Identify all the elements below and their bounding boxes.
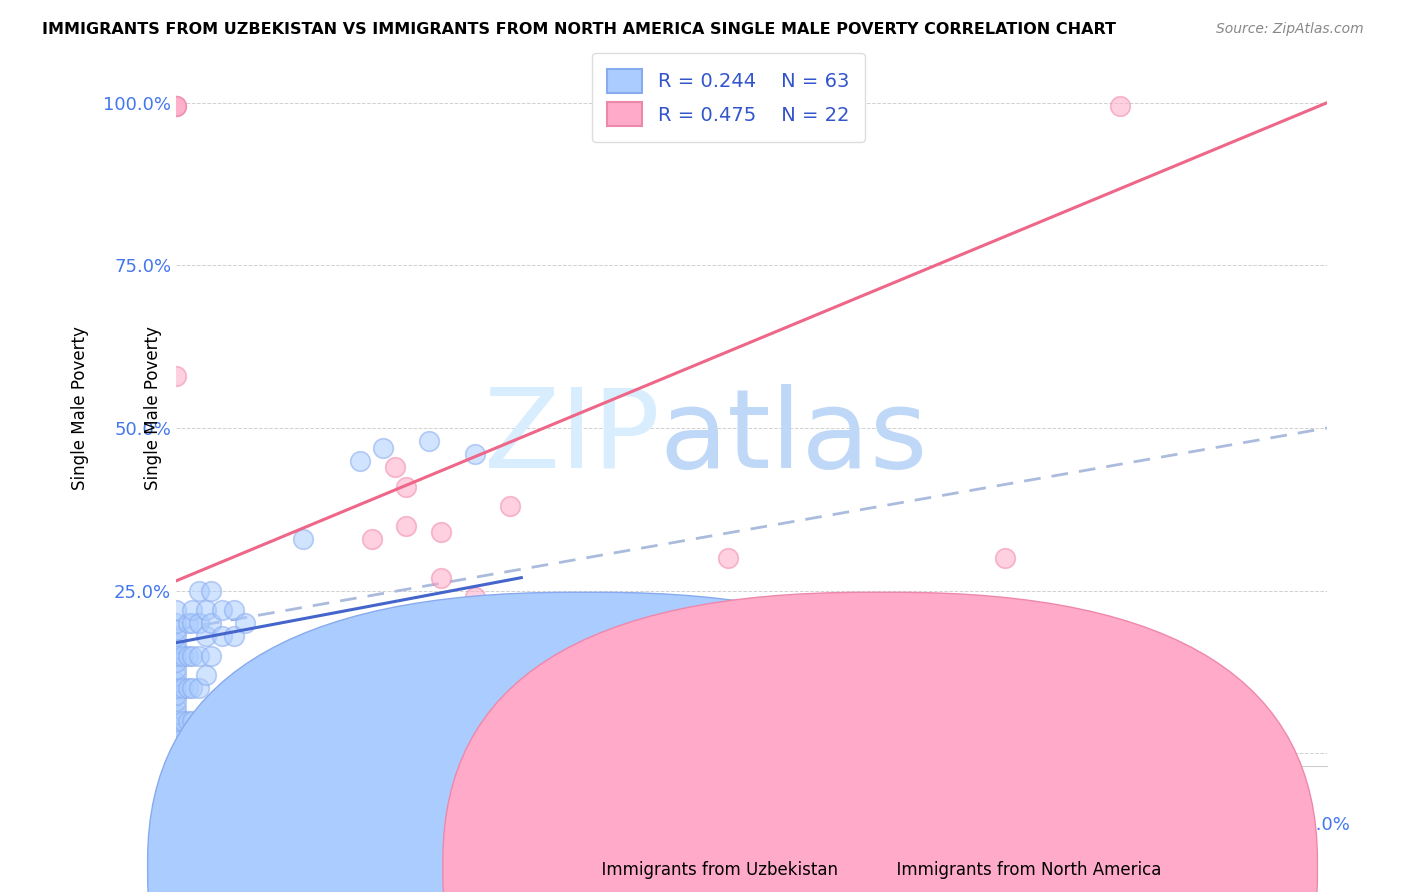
- Point: [172, 648, 194, 663]
- Point: [188, 648, 211, 663]
- Text: IMMIGRANTS FROM UZBEKISTAN VS IMMIGRANTS FROM NORTH AMERICA SINGLE MALE POVERTY : IMMIGRANTS FROM UZBEKISTAN VS IMMIGRANTS…: [42, 22, 1116, 37]
- Point: [418, 434, 440, 448]
- Point: [557, 603, 579, 617]
- Point: [172, 681, 194, 696]
- Text: Immigrants from North America: Immigrants from North America: [886, 861, 1161, 879]
- Point: [165, 747, 187, 761]
- Point: [429, 525, 451, 540]
- Point: [373, 441, 395, 455]
- Point: [165, 727, 187, 741]
- Point: [591, 648, 613, 663]
- Point: [165, 99, 187, 113]
- Point: [176, 681, 198, 696]
- Point: [165, 603, 187, 617]
- Point: [475, 636, 498, 650]
- Point: [165, 648, 187, 663]
- Point: [165, 747, 187, 761]
- Point: [165, 642, 187, 657]
- Point: [165, 668, 187, 682]
- Point: [165, 747, 187, 761]
- Point: [165, 720, 187, 734]
- Point: [200, 583, 222, 598]
- Point: [165, 623, 187, 637]
- Point: [165, 99, 187, 113]
- Point: [717, 551, 740, 566]
- Point: [194, 629, 217, 643]
- Point: [165, 747, 187, 761]
- Point: [200, 616, 222, 631]
- Point: [165, 616, 187, 631]
- Point: [165, 674, 187, 689]
- Point: [165, 747, 187, 761]
- Point: [165, 99, 187, 113]
- Point: [172, 714, 194, 728]
- Point: [626, 648, 648, 663]
- Point: [181, 714, 204, 728]
- Point: [165, 688, 187, 702]
- Y-axis label: Single Male Poverty: Single Male Poverty: [143, 326, 162, 491]
- Point: [176, 616, 198, 631]
- Point: [384, 460, 406, 475]
- Point: [429, 571, 451, 585]
- Point: [165, 636, 187, 650]
- Point: [222, 603, 245, 617]
- Point: [280, 714, 302, 728]
- Legend: R = 0.244    N = 63, R = 0.475    N = 22: R = 0.244 N = 63, R = 0.475 N = 22: [592, 54, 865, 142]
- Point: [165, 747, 187, 761]
- Point: [499, 499, 522, 513]
- Point: [291, 532, 314, 546]
- Point: [165, 747, 187, 761]
- Point: [188, 583, 211, 598]
- Point: [188, 616, 211, 631]
- Point: [360, 532, 382, 546]
- Point: [165, 747, 187, 761]
- Point: [349, 453, 371, 467]
- Text: Source: ZipAtlas.com: Source: ZipAtlas.com: [1216, 22, 1364, 37]
- Point: [395, 479, 418, 493]
- Point: [165, 733, 187, 747]
- Point: [1108, 99, 1130, 113]
- Point: [188, 681, 211, 696]
- Point: [181, 603, 204, 617]
- Point: [626, 603, 648, 617]
- Point: [176, 648, 198, 663]
- Point: [165, 629, 187, 643]
- Point: [176, 747, 198, 761]
- Point: [165, 655, 187, 669]
- Point: [233, 616, 256, 631]
- Text: Immigrants from Uzbekistan: Immigrants from Uzbekistan: [591, 861, 838, 879]
- Point: [994, 551, 1017, 566]
- Point: [181, 648, 204, 663]
- Point: [165, 707, 187, 722]
- Point: [181, 681, 204, 696]
- Point: [165, 694, 187, 708]
- Text: 50.0%: 50.0%: [1294, 816, 1350, 834]
- Text: atlas: atlas: [659, 384, 928, 491]
- Point: [165, 662, 187, 676]
- Point: [165, 747, 187, 761]
- Point: [165, 368, 187, 383]
- Point: [395, 518, 418, 533]
- Point: [211, 603, 233, 617]
- Point: [165, 681, 187, 696]
- Point: [165, 747, 187, 761]
- Point: [194, 603, 217, 617]
- Point: [200, 648, 222, 663]
- Point: [464, 590, 486, 604]
- Point: [464, 447, 486, 461]
- Y-axis label: Single Male Poverty: Single Male Poverty: [72, 326, 89, 491]
- Point: [211, 629, 233, 643]
- Point: [194, 668, 217, 682]
- Point: [165, 700, 187, 714]
- Point: [222, 629, 245, 643]
- Point: [165, 714, 187, 728]
- Point: [453, 603, 475, 617]
- Point: [176, 714, 198, 728]
- Point: [181, 616, 204, 631]
- Text: 0.0%: 0.0%: [165, 816, 209, 834]
- Text: ZIP: ZIP: [484, 384, 659, 491]
